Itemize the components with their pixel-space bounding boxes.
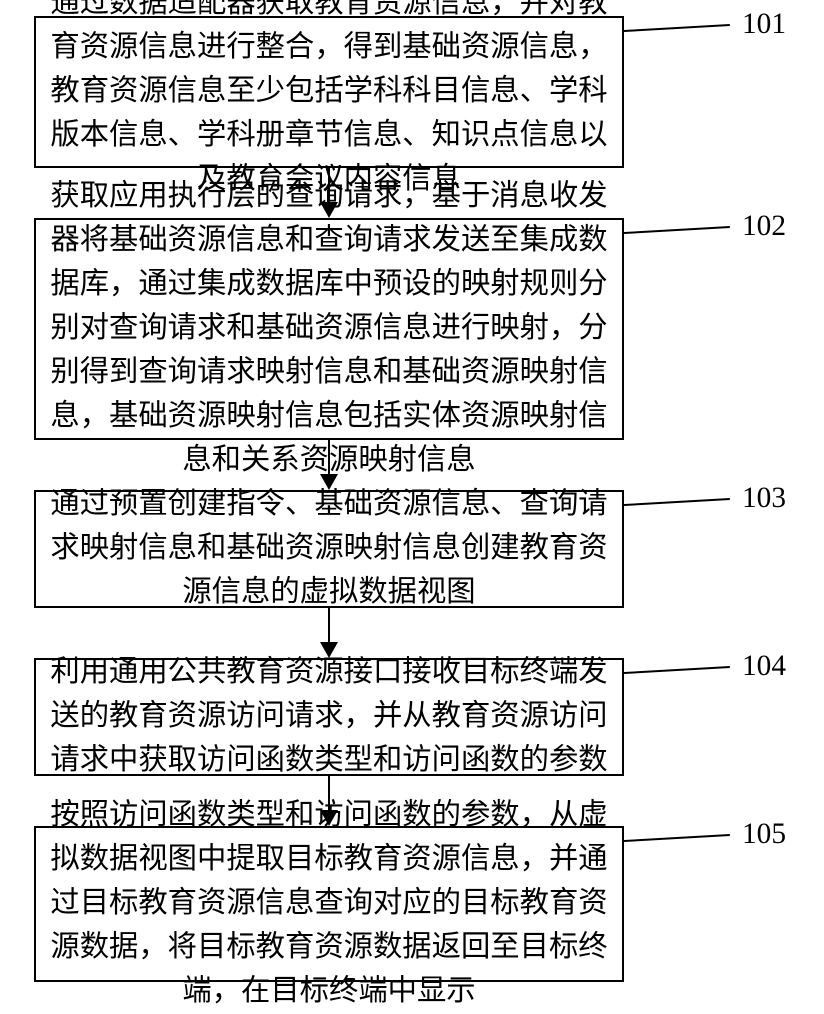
arrow-head-icon — [320, 474, 338, 490]
arrow-head-icon — [320, 810, 338, 826]
leader-line — [624, 498, 730, 506]
arrow-line — [328, 440, 330, 476]
step-label-102: 102 — [742, 210, 786, 243]
flow-node-101: 通过数据适配器获取教育资源信息，并对教育资源信息进行整合，得到基础资源信息，教育… — [34, 16, 624, 168]
leader-line — [624, 24, 730, 32]
flowchart-container: 通过数据适配器获取教育资源信息，并对教育资源信息进行整合，得到基础资源信息，教育… — [0, 0, 824, 1000]
flow-node-102: 获取应用执行层的查询请求，基于消息收发器将基础资源信息和查询请求发送至集成数据库… — [34, 218, 624, 440]
arrow-line — [328, 608, 330, 644]
flow-node-104: 利用通用公共教育资源接口接收目标终端发送的教育资源访问请求，并从教育资源访问请求… — [34, 658, 624, 776]
step-label-103: 103 — [742, 482, 786, 515]
step-label-105: 105 — [742, 818, 786, 851]
arrow-line — [328, 168, 330, 204]
flow-node-103: 通过预置创建指令、基础资源信息、查询请求映射信息和基础资源映射信息创建教育资源信… — [34, 490, 624, 608]
flow-node-105: 按照访问函数类型和访问函数的参数，从虚拟数据视图中提取目标教育资源信息，并通过目… — [34, 826, 624, 982]
leader-line — [624, 226, 730, 234]
step-label-104: 104 — [742, 650, 786, 683]
arrow-head-icon — [320, 202, 338, 218]
arrow-line — [328, 776, 330, 812]
flow-node-text: 通过预置创建指令、基础资源信息、查询请求映射信息和基础资源映射信息创建教育资源信… — [50, 483, 608, 615]
leader-line — [624, 834, 730, 842]
flow-node-text: 获取应用执行层的查询请求，基于消息收发器将基础资源信息和查询请求发送至集成数据库… — [50, 175, 608, 483]
step-label-101: 101 — [742, 8, 786, 41]
flow-node-text: 利用通用公共教育资源接口接收目标终端发送的教育资源访问请求，并从教育资源访问请求… — [50, 651, 608, 783]
flow-node-text: 按照访问函数类型和访问函数的参数，从虚拟数据视图中提取目标教育资源信息，并通过目… — [50, 794, 608, 1014]
leader-line — [624, 666, 730, 674]
arrow-head-icon — [320, 642, 338, 658]
